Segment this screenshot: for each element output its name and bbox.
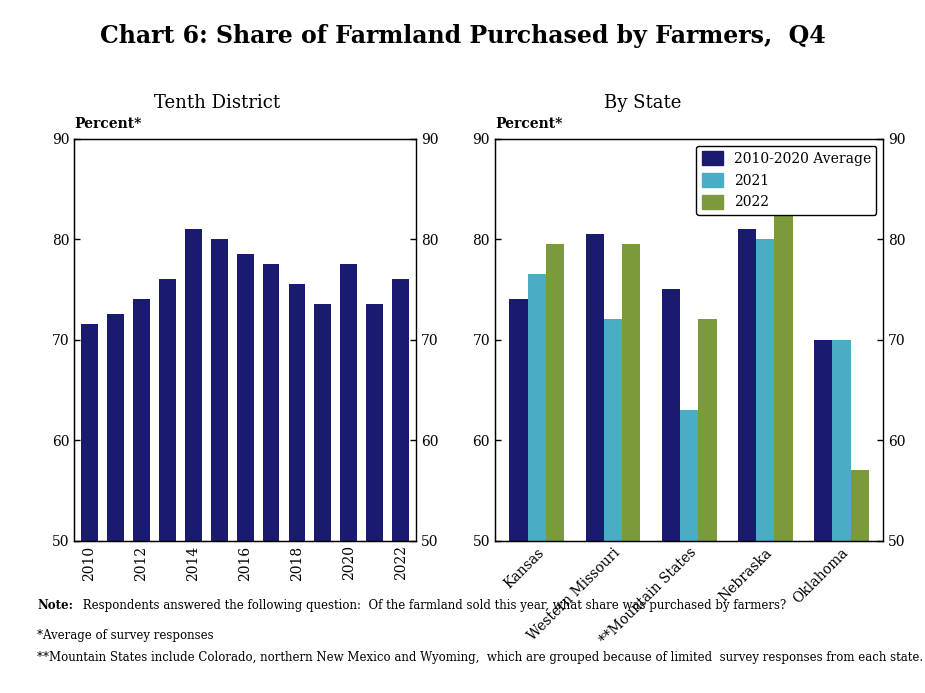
Text: Percent*: Percent* bbox=[74, 116, 142, 130]
Text: By State: By State bbox=[604, 94, 682, 112]
Bar bbox=[814, 340, 832, 693]
Bar bbox=[774, 199, 793, 693]
Text: Tenth District: Tenth District bbox=[154, 94, 280, 112]
Bar bbox=[185, 229, 202, 693]
Bar bbox=[133, 299, 150, 693]
Text: Note:: Note: bbox=[37, 599, 73, 613]
Bar bbox=[698, 319, 717, 693]
Bar bbox=[623, 244, 640, 693]
Bar bbox=[546, 244, 564, 693]
Bar bbox=[237, 254, 253, 693]
Legend: 2010-2020 Average, 2021, 2022: 2010-2020 Average, 2021, 2022 bbox=[697, 146, 876, 215]
Bar bbox=[366, 304, 383, 693]
Bar bbox=[832, 340, 851, 693]
Bar bbox=[107, 315, 124, 693]
Bar bbox=[340, 264, 357, 693]
Bar bbox=[510, 299, 527, 693]
Bar bbox=[680, 410, 698, 693]
Bar bbox=[314, 304, 331, 693]
Text: Respondents answered the following question:  Of the farmland sold this year, wh: Respondents answered the following quest… bbox=[79, 599, 786, 613]
Bar bbox=[851, 471, 869, 693]
Text: Chart 6: Share of Farmland Purchased by Farmers,  Q4: Chart 6: Share of Farmland Purchased by … bbox=[100, 24, 825, 49]
Text: *Average of survey responses: *Average of survey responses bbox=[37, 629, 214, 642]
Bar bbox=[263, 264, 279, 693]
Text: Percent*: Percent* bbox=[495, 116, 562, 130]
Bar bbox=[392, 279, 409, 693]
Bar bbox=[756, 239, 774, 693]
Bar bbox=[289, 284, 305, 693]
Bar bbox=[586, 234, 604, 693]
Text: **Mountain States include Colorado, northern New Mexico and Wyoming,  which are : **Mountain States include Colorado, nort… bbox=[37, 651, 923, 665]
Bar bbox=[604, 319, 623, 693]
Bar bbox=[159, 279, 176, 693]
Bar bbox=[211, 239, 228, 693]
Bar bbox=[738, 229, 756, 693]
Bar bbox=[527, 274, 546, 693]
Bar bbox=[661, 290, 680, 693]
Bar bbox=[81, 324, 98, 693]
